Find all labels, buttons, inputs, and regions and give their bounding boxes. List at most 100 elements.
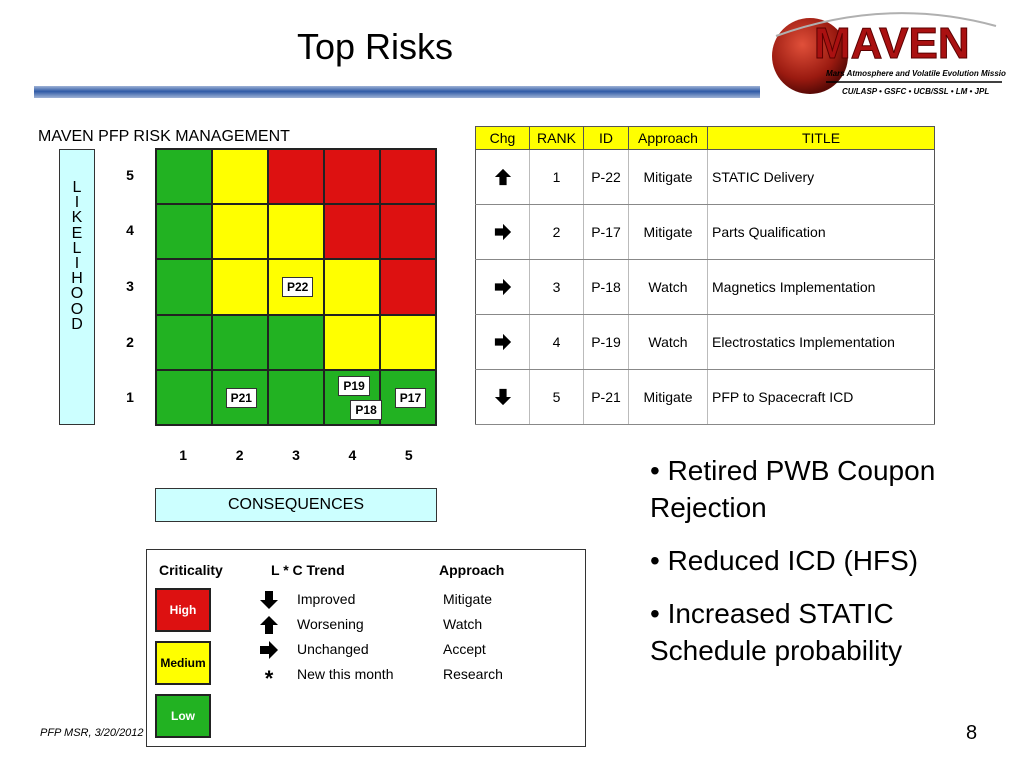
matrix-cell-green — [157, 150, 211, 204]
rank-cell: 1 — [529, 149, 584, 205]
matrix-cell-red — [381, 150, 435, 204]
bullet-item: • Retired PWB Coupon Rejection — [650, 455, 936, 523]
consequence-tick-label: 2 — [235, 447, 244, 463]
title-cell: STATIC Delivery — [707, 149, 935, 205]
risk-table-row: 5 P-21 Mitigate PFP to Spacecraft ICD — [475, 369, 935, 425]
matrix-cell-red — [381, 260, 435, 314]
approach-cell: Mitigate — [628, 204, 708, 260]
matrix-cell-yellow — [213, 260, 267, 314]
logo-wordmark: MAVEN — [814, 19, 970, 68]
matrix-title: MAVEN PFP RISK MANAGEMENT — [38, 128, 290, 145]
up-arrow-icon — [480, 168, 525, 186]
criticality-high-box: High — [155, 588, 211, 632]
chg-cell — [475, 259, 530, 315]
logo-subtitle: Mars Atmosphere and Volatile Evolution M… — [826, 69, 1006, 78]
matrix-cell-red — [381, 205, 435, 259]
matrix-cell-green — [269, 370, 323, 424]
risk-marker-p22: P22 — [282, 277, 314, 297]
matrix-cell-green — [269, 315, 323, 369]
id-cell: P-19 — [583, 314, 629, 370]
matrix-cell-green — [157, 205, 211, 259]
risk-table: Chg RANK ID Approach TITLE 1 P-22 Mitigate… — [475, 126, 935, 425]
matrix-cell-green — [213, 315, 267, 369]
id-cell: P-18 — [583, 259, 629, 315]
likelihood-letter: I — [74, 255, 80, 273]
id-cell: P-21 — [583, 369, 629, 425]
criticality-medium-box: Medium — [155, 641, 211, 685]
risk-marker-p21: P21 — [225, 388, 257, 409]
matrix-cell-yellow — [325, 315, 379, 369]
right-arrow-icon — [480, 333, 525, 351]
down-arrow-icon — [480, 388, 525, 406]
bullet-item: • Increased STATIC Schedule probability — [650, 598, 903, 666]
header-title: TITLE — [707, 126, 935, 150]
matrix-cell-green — [157, 370, 211, 424]
rank-cell: 3 — [529, 259, 584, 315]
page-number: 8 — [966, 722, 978, 744]
criticality-low-box: Low — [155, 694, 211, 738]
approach-label: Research — [443, 666, 503, 682]
slide-title: Top Risks — [296, 26, 454, 67]
chg-cell — [475, 314, 530, 370]
id-cell: P-22 — [583, 149, 629, 205]
risk-marker-p18: P18 — [350, 400, 382, 421]
matrix-cell-yellow — [381, 315, 435, 369]
risk-table-header-row: Chg RANK ID Approach TITLE — [475, 126, 935, 150]
matrix-cell-yellow — [213, 150, 267, 204]
title-cell: Electrostatics Implementation — [707, 314, 935, 370]
likelihood-tick-label: 2 — [126, 333, 134, 350]
risk-table-row: 1 P-22 Mitigate STATIC Delivery — [475, 149, 935, 205]
likelihood-letter: D — [71, 315, 83, 333]
consequence-tick-label: 3 — [292, 447, 300, 463]
header-id: ID — [583, 126, 629, 150]
approach-label: Mitigate — [443, 591, 493, 607]
matrix-cell-green — [157, 315, 211, 369]
likelihood-letter: L — [72, 239, 82, 257]
approach-cell: Watch — [628, 314, 708, 370]
trend-label: New this month — [297, 666, 394, 682]
title-cell: Magnetics Implementation — [707, 259, 935, 315]
legend-trend-row: Worsening Watch — [259, 615, 559, 635]
right-arrow-icon — [480, 278, 525, 296]
chg-cell — [475, 369, 530, 425]
header-rank: RANK — [529, 126, 584, 150]
bullet-list: • Retired PWB Coupon Rejection • Reduced… — [650, 452, 1010, 685]
likelihood-letter: H — [71, 270, 83, 288]
approach-cell: Mitigate — [628, 149, 708, 205]
consequence-tick-label: 5 — [404, 447, 413, 463]
rank-cell: 5 — [529, 369, 584, 425]
legend-trend-header: L * C Trend — [271, 562, 345, 578]
right-arrow-icon — [259, 640, 279, 660]
likelihood-tick-label: 3 — [126, 278, 134, 294]
likelihood-tick-label: 5 — [126, 166, 134, 183]
down-arrow-icon — [259, 590, 279, 610]
id-cell: P-17 — [583, 204, 629, 260]
likelihood-tick-label: 1 — [126, 389, 134, 406]
title-cell: PFP to Spacecraft ICD — [707, 369, 935, 425]
logo-partners: CU/LASP • GSFC • UCB/SSL • LM • JPL — [842, 87, 989, 96]
legend-trend-row: * New this month Research — [259, 665, 559, 691]
consequences-axis-label: CONSEQUENCES — [155, 488, 437, 522]
matrix-cell-red — [325, 150, 379, 204]
header-chg: Chg — [475, 126, 530, 150]
consequence-tick-label: 1 — [179, 447, 188, 463]
trend-label: Improved — [297, 591, 356, 607]
trend-label: Unchanged — [297, 641, 369, 657]
maven-logo: MAVEN Mars Atmosphere and Volatile Evolu… — [766, 6, 1006, 106]
matrix-cell-yellow — [325, 260, 379, 314]
right-arrow-icon — [480, 223, 525, 241]
approach-label: Watch — [443, 616, 483, 632]
consequence-tick-label: 4 — [348, 447, 357, 463]
approach-cell: Watch — [628, 259, 708, 315]
risk-table-row: 2 P-17 Mitigate Parts Qualification — [475, 204, 935, 260]
legend-trend-row: Unchanged Accept — [259, 640, 559, 660]
matrix-cell-red — [269, 150, 323, 204]
legend-approach-header: Approach — [439, 562, 505, 578]
likelihood-letter: I — [74, 194, 80, 212]
likelihood-letter: O — [70, 285, 84, 303]
likelihood-letter: K — [71, 209, 83, 227]
rank-cell: 2 — [529, 204, 584, 260]
legend-criticality-header: Criticality — [159, 562, 223, 578]
legend-box: Criticality L * C Trend Approach High Med… — [146, 549, 586, 747]
